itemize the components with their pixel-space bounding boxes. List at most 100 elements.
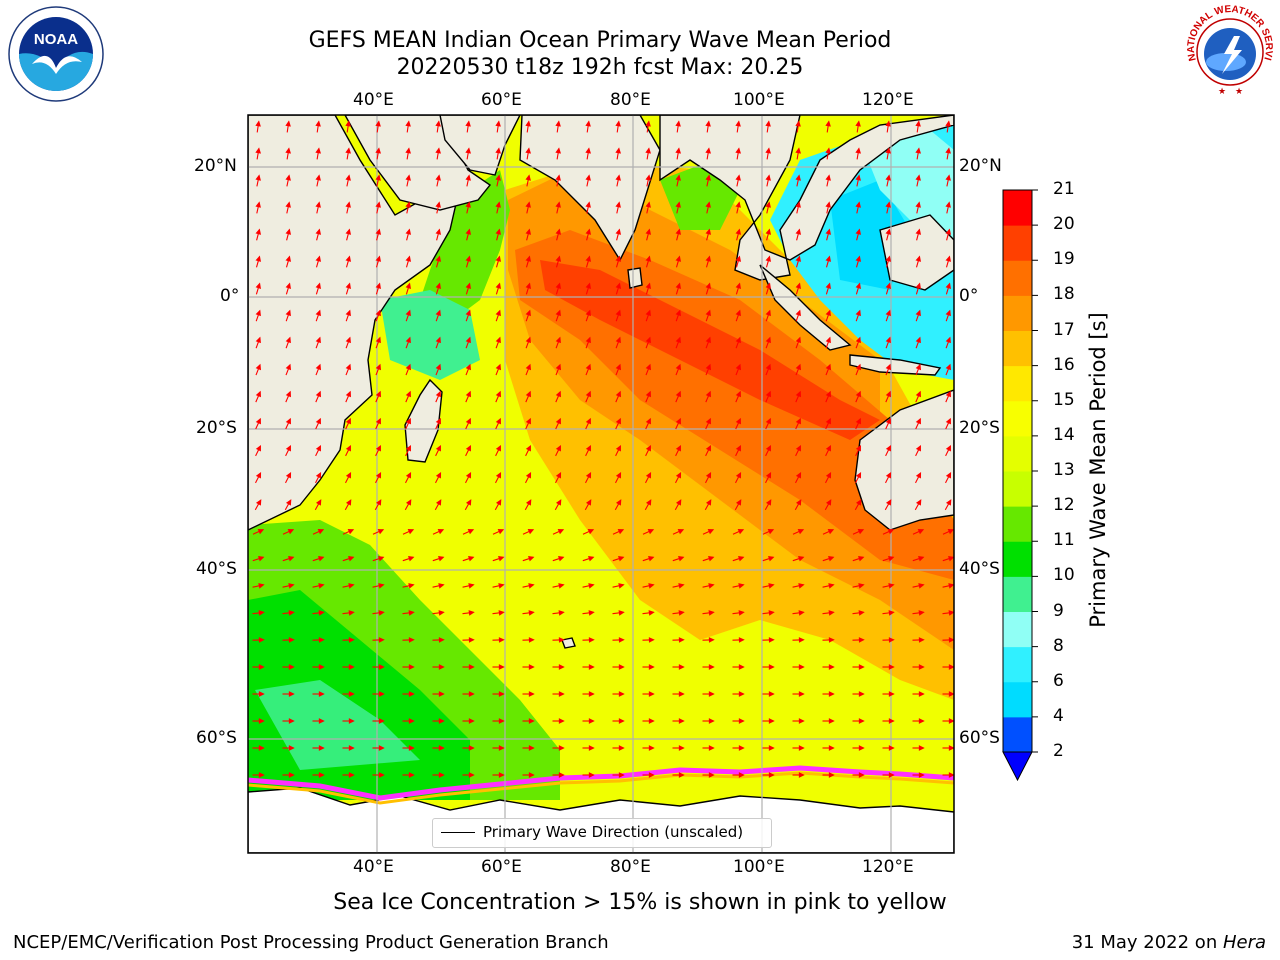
wave-vector-head [435,282,441,289]
wave-vector-head [375,336,381,344]
wave-vector-head [585,228,592,235]
madagascar [404,378,443,463]
wave-vector-head [885,390,891,398]
wave-vector-head [288,718,295,724]
wave-vector-head [348,772,355,778]
wave-vector-head [857,529,865,535]
wave-vector-head [257,529,265,535]
wave-vector-head [555,336,561,344]
wave-vector-head [258,664,265,670]
colorbar-tick-label: 16 [1053,354,1075,375]
wave-vector-head [948,637,954,643]
wave-vector-head [768,664,775,670]
africa [248,115,459,531]
wave-vector-head [858,718,865,724]
wave-vector-head [858,556,865,562]
wave-vector-head [798,610,805,616]
wave-vector-head [375,363,382,371]
wave-vector-head [918,583,925,589]
wave-vector-head [348,610,355,616]
wave-vector-head [945,417,951,425]
wave-vector-head [525,282,531,289]
lat-tick-right: 20°N [959,156,1002,176]
wave-vector-head [615,228,622,235]
wave-vector-head [828,772,835,778]
wave-vector-head [555,282,561,289]
wave-vector-head [708,718,715,724]
wave-vector-head [885,174,891,181]
wave-vector-head [615,390,621,398]
wave-vector-head [825,363,832,371]
wave-vector-head [528,718,535,724]
wave-vector-head [825,255,831,262]
legend-label: Primary Wave Direction (unscaled) [483,823,744,841]
wave-vector-head [705,120,711,127]
wave-vector-head [737,529,745,535]
wave-vector-head [405,444,411,452]
wave-vector-head [798,718,805,724]
wave-vector-head [825,120,831,127]
wave-vector-head [918,637,925,643]
wave-vector-head [915,499,922,506]
wave-vector-head [435,444,441,452]
wave-vector-head [318,772,325,778]
swell-band-peak [540,260,880,440]
wave-vector-head [375,282,381,289]
wave-vector-head [525,228,532,235]
wave-vector-head [285,309,291,317]
wave-vector-head [675,282,681,289]
wave-vector-head [557,529,565,535]
wave-vector-head [555,471,562,479]
wave-vector-head [645,309,651,317]
wave-vector-head [615,417,621,425]
wave-vector-head [615,336,621,344]
wave-vector-head [675,309,681,317]
wave-vector-head [885,147,891,154]
wave-vector-head [495,228,502,235]
wave-vector-head [675,201,681,208]
legend-line-sample [441,832,475,833]
wave-vector-head [615,309,621,317]
wave-vector-head [585,336,591,344]
wave-vector-head [345,174,351,181]
wave-vector-head [735,228,742,235]
wave-vector-head [648,583,655,589]
wave-vector-head [555,417,561,425]
wave-vector-head [288,664,295,670]
wave-vector-head [525,390,531,398]
wave-vector-head [678,772,685,778]
wave-vector-head [525,499,532,506]
wave-vector-head [648,610,655,616]
wave-vector-head [378,556,385,562]
wave-vector-head [495,471,502,479]
wave-vector-head [885,471,892,479]
wave-vector-head [885,255,891,262]
wave-vector-head [438,664,445,670]
wave-vector-head [765,363,772,371]
wave-vector-head [675,228,682,235]
wave-vector-head [285,499,292,506]
wave-vector-head [468,637,475,643]
wave-vector-head [678,583,685,589]
wave-vector-head [558,745,565,751]
wave-vector-head [855,255,861,262]
wave-vector-head [765,282,771,289]
wave-vector-head [315,147,321,154]
wave-vector-head [468,583,475,589]
wave-vector-head [615,499,622,506]
wave-vector-head [855,147,861,154]
colorbar-tick-label: 19 [1053,249,1075,270]
wave-vector-head [735,444,741,452]
wave-vector-head [438,772,445,778]
wave-vector-head [288,772,295,778]
wave-vector-head [858,664,865,670]
wave-vector-head [345,471,352,479]
wave-vector-head [345,201,351,208]
lon-tick-bottom: 60°E [481,857,522,877]
wave-vector-head [735,417,741,425]
wave-vector-head [855,499,862,506]
wave-vector-head [828,691,835,697]
wave-vector-head [405,228,412,235]
wave-vector-head [258,772,265,778]
wave-vector-head [945,471,952,479]
